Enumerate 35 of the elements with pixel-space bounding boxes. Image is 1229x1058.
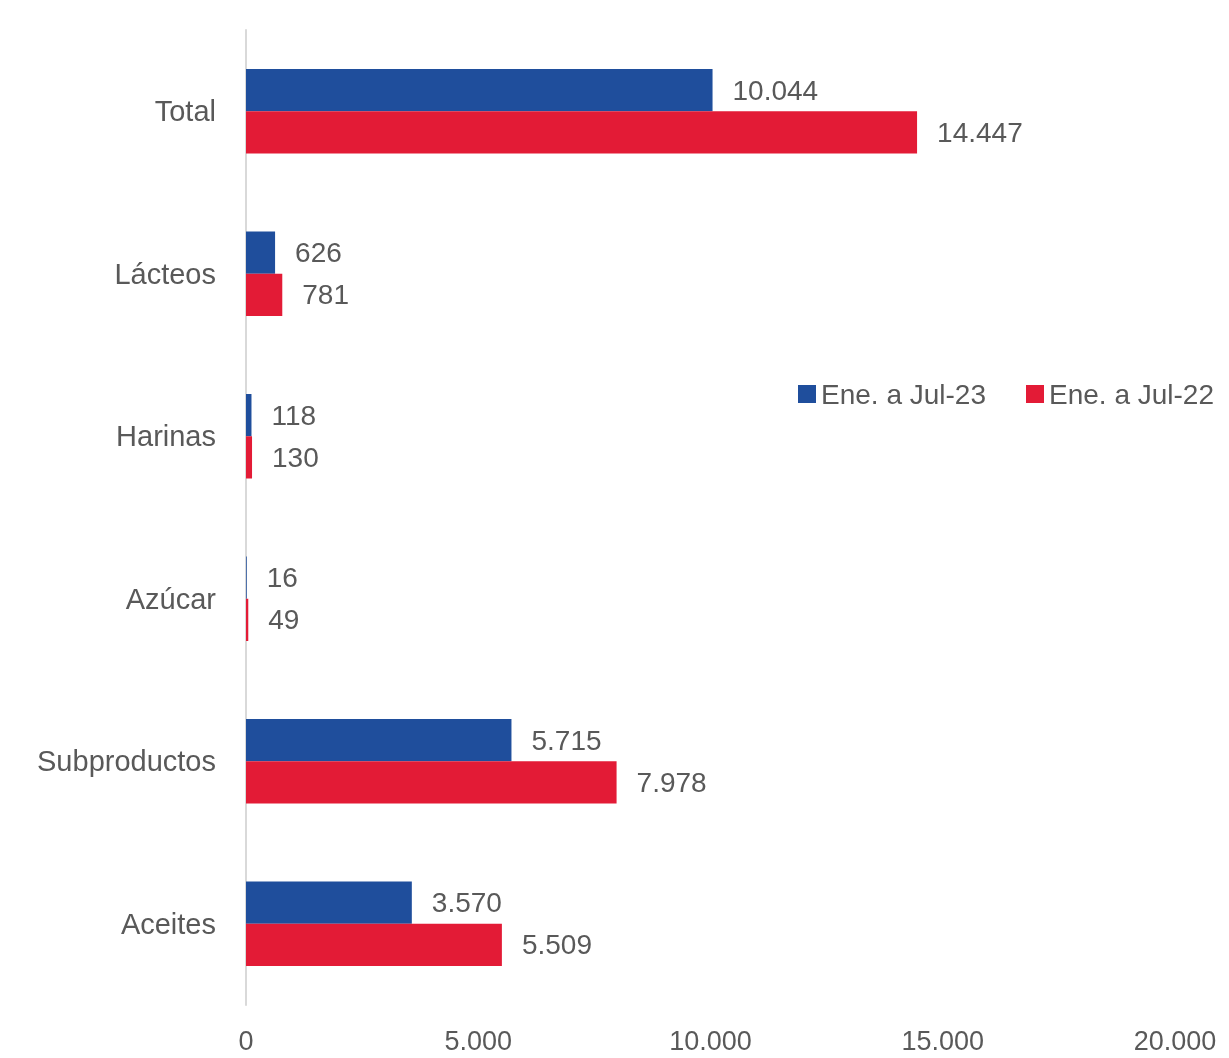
data-label: 781 bbox=[302, 279, 349, 311]
bar bbox=[246, 69, 713, 112]
bar bbox=[246, 273, 283, 316]
data-label: 10.044 bbox=[732, 74, 819, 106]
x-tick-label: 20.000 bbox=[1133, 1025, 1217, 1056]
data-label: 5.509 bbox=[521, 929, 592, 961]
data-label: 7.978 bbox=[636, 766, 707, 798]
bar bbox=[246, 881, 412, 924]
y-tick-label: Lácteos bbox=[114, 257, 216, 290]
data-label: 49 bbox=[268, 604, 300, 636]
data-label: 3.570 bbox=[431, 887, 502, 919]
legend-label: Ene. a Jul-23 bbox=[821, 378, 987, 410]
bar bbox=[246, 231, 276, 274]
bar bbox=[246, 394, 252, 437]
bar bbox=[246, 923, 502, 966]
y-tick-label: Harinas bbox=[116, 420, 216, 453]
data-label: 16 bbox=[266, 562, 298, 594]
x-tick-label: 15.000 bbox=[901, 1025, 985, 1056]
data-label: 118 bbox=[271, 399, 317, 431]
y-tick-label: Total bbox=[154, 95, 216, 128]
y-tick-label: Azúcar bbox=[125, 582, 217, 615]
data-label: 626 bbox=[295, 237, 342, 269]
x-tick-label: 10.000 bbox=[669, 1025, 752, 1056]
bar bbox=[246, 761, 617, 804]
x-tick-label: 0 bbox=[238, 1025, 254, 1056]
legend-label: Ene. a Jul-22 bbox=[1049, 378, 1215, 410]
bar bbox=[246, 111, 918, 154]
y-tick-label: Aceites bbox=[120, 907, 216, 940]
y-tick-label: Subproductos bbox=[37, 745, 216, 778]
data-label: 5.715 bbox=[531, 724, 602, 756]
data-label: 130 bbox=[272, 441, 319, 473]
x-tick-label: 5.000 bbox=[444, 1025, 513, 1056]
bar bbox=[246, 436, 253, 479]
data-label: 14.447 bbox=[937, 116, 1023, 148]
bar bbox=[246, 719, 512, 762]
